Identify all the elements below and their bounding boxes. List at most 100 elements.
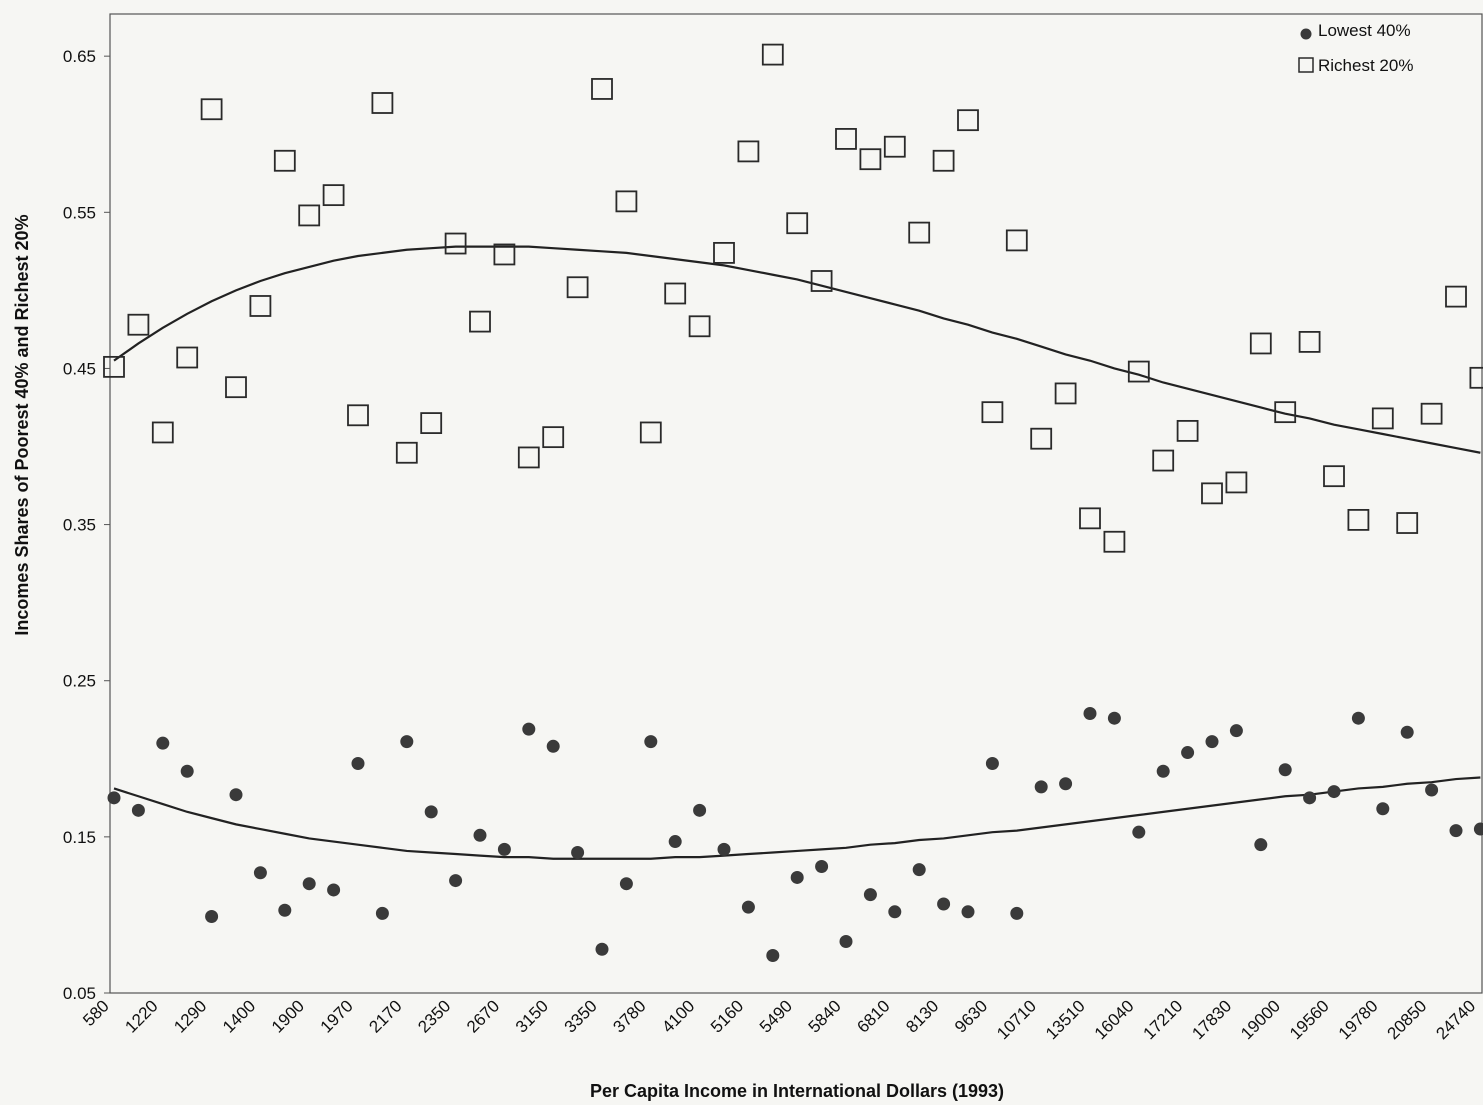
x-tick-label: 1290: [170, 996, 210, 1036]
point: [493, 243, 516, 266]
point: [888, 905, 902, 919]
point: [395, 441, 418, 464]
point: [619, 877, 633, 891]
x-tick-label: 13510: [1042, 996, 1089, 1043]
point: [517, 446, 540, 469]
point: [937, 897, 951, 911]
point: [737, 140, 760, 163]
point: [1059, 777, 1073, 791]
point: [156, 736, 170, 750]
y-tick-label: 0.45: [63, 359, 96, 378]
legend-marker: [1298, 57, 1314, 73]
point: [1445, 285, 1467, 308]
point: [497, 842, 511, 856]
x-tick-label: 17210: [1140, 996, 1187, 1043]
point: [1156, 764, 1170, 778]
point: [103, 355, 125, 378]
point: [1396, 512, 1419, 534]
plot-frame: [109, 13, 1483, 994]
point: [1107, 711, 1121, 725]
x-tick-label: 2350: [414, 996, 454, 1036]
point: [741, 900, 755, 914]
point: [591, 78, 613, 100]
point: [1323, 465, 1345, 488]
point: [127, 313, 150, 336]
point: [1010, 906, 1024, 920]
point: [1400, 725, 1414, 739]
point: [664, 282, 687, 305]
point: [1254, 838, 1268, 852]
point: [1420, 402, 1443, 425]
point: [131, 803, 145, 817]
point: [644, 735, 658, 749]
point: [912, 863, 926, 877]
point: [278, 903, 292, 917]
x-tick-label: 2170: [365, 996, 405, 1036]
point: [957, 109, 979, 132]
point: [1030, 427, 1053, 450]
point: [444, 232, 467, 255]
point: [1205, 735, 1219, 749]
point: [1327, 785, 1341, 799]
x-tick-label: 9630: [951, 996, 991, 1036]
point: [1083, 707, 1097, 721]
point: [595, 942, 609, 956]
legend-label: Richest 20%: [1318, 56, 1413, 75]
x-tick-label: 5160: [707, 996, 747, 1036]
trend-line: [113, 776, 1481, 860]
point: [469, 310, 491, 333]
point: [639, 421, 662, 444]
point: [1176, 419, 1199, 442]
point: [1034, 780, 1048, 794]
point: [1079, 507, 1101, 530]
point: [1376, 802, 1390, 816]
point: [371, 92, 394, 114]
point: [522, 722, 536, 736]
point: [1181, 746, 1195, 760]
point: [424, 805, 438, 819]
point: [151, 421, 174, 444]
y-tick-label: 0.65: [63, 47, 96, 66]
x-tick-label: 8130: [902, 996, 942, 1036]
point: [1371, 407, 1394, 430]
x-tick-label: 10710: [993, 996, 1040, 1043]
point: [375, 906, 389, 920]
point: [1229, 724, 1243, 738]
point: [883, 135, 906, 158]
point: [615, 190, 638, 213]
point: [1103, 530, 1126, 553]
point: [249, 295, 272, 317]
point: [1201, 482, 1223, 505]
point: [542, 426, 565, 449]
point: [717, 842, 731, 856]
point: [932, 149, 955, 172]
point: [205, 909, 219, 923]
point: [668, 835, 682, 849]
point: [322, 184, 345, 207]
point: [810, 270, 833, 292]
point: [790, 870, 804, 884]
y-tick-label: 0.05: [63, 984, 96, 1003]
point: [985, 756, 999, 770]
x-tick-label: 19560: [1286, 996, 1333, 1043]
point: [713, 241, 735, 264]
point: [1298, 330, 1321, 353]
x-tick-label: 2670: [463, 996, 503, 1036]
point: [253, 866, 267, 880]
y-tick-label: 0.55: [63, 203, 96, 222]
x-tick-label: 20850: [1384, 996, 1431, 1043]
point: [908, 221, 931, 244]
point: [835, 128, 857, 150]
point: [1005, 229, 1028, 252]
x-tick-label: 1400: [219, 996, 259, 1036]
point: [351, 756, 365, 770]
point: [1225, 471, 1248, 494]
point: [1127, 360, 1150, 383]
point: [420, 412, 443, 434]
x-tick-label: 19000: [1237, 996, 1284, 1043]
point: [298, 204, 321, 227]
point: [180, 764, 194, 778]
y-tick-label: 0.35: [63, 516, 96, 535]
point: [1274, 401, 1297, 424]
x-tick-label: 3780: [609, 996, 649, 1036]
